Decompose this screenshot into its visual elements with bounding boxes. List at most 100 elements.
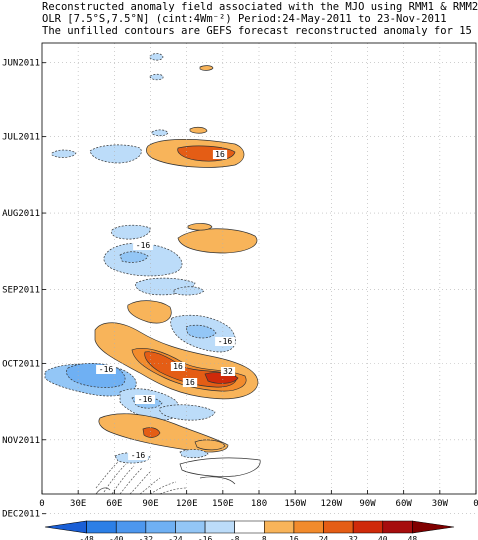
colorbar-swatch — [264, 520, 295, 534]
x-tick-label: 150E — [212, 499, 234, 509]
y-axis: JUN2011 JUL2011 AUG2011 SEP2011 OCT2011 NOV20… — [2, 59, 46, 520]
svg-text:16: 16 — [215, 150, 225, 159]
forecast-contour — [129, 471, 151, 495]
x-tick-label: 30E — [70, 499, 86, 509]
svg-text:-16: -16 — [218, 337, 233, 346]
colorbar-tick-label: -32 — [139, 535, 154, 540]
svg-text:-16: -16 — [99, 365, 114, 374]
forecast-contour — [119, 467, 143, 495]
positive-anomaly-region — [194, 439, 226, 451]
colorbar-tick-label: 32 — [348, 535, 358, 540]
y-tick-label: SEP2011 — [2, 285, 40, 295]
x-tick-label: 180 — [251, 499, 267, 509]
forecast-contours — [95, 457, 261, 495]
colorbar-swatch — [293, 520, 324, 534]
colorbar-swatch — [44, 520, 87, 534]
negative-anomaly-region — [149, 53, 164, 61]
colorbar-tick-label: 16 — [289, 535, 299, 540]
colorbar-swatch — [382, 520, 413, 534]
colorbar-tick-label: -48 — [79, 535, 94, 540]
svg-text:16: 16 — [173, 362, 183, 371]
y-tick-label: JUN2011 — [2, 59, 40, 69]
colorbar-swatch — [175, 520, 206, 534]
colorbar-swatch — [145, 520, 176, 534]
x-tick-label: 30W — [432, 499, 449, 509]
colorbar-tick-label: 8 — [262, 535, 267, 540]
contour-label: -16 — [133, 241, 153, 250]
forecast-contour — [159, 487, 187, 495]
contour-label: -16 — [96, 365, 116, 374]
x-tick-label: 90E — [142, 499, 158, 509]
x-axis: 0 30E 60E 90E 120E 150E 180 150W 120W 90W 60W 30W 0 — [39, 490, 478, 509]
colorbar-swatch — [352, 520, 384, 534]
positive-anomaly-region — [189, 126, 208, 134]
contour-label: 16 — [212, 150, 228, 159]
forecast-contour — [139, 477, 161, 495]
x-tick-label: 0 — [39, 499, 44, 509]
x-tick-label: 120W — [320, 499, 342, 509]
contour-label: 16 — [182, 378, 198, 387]
colorbar-swatch — [204, 520, 235, 534]
svg-text:32: 32 — [223, 367, 233, 376]
positive-anomaly-region — [177, 228, 258, 254]
negative-anomaly-region — [51, 149, 77, 158]
negative-anomaly-region — [89, 144, 142, 164]
forecast-contour — [95, 487, 111, 495]
colorbar-swatch — [323, 520, 354, 534]
x-tick-label: 120E — [176, 499, 198, 509]
anomaly-field — [44, 53, 261, 495]
x-tick-label: 60E — [106, 499, 122, 509]
colorbar-swatch — [234, 520, 265, 534]
negative-anomaly-region — [151, 129, 169, 137]
y-tick-label: DEC2011 — [2, 510, 40, 520]
colorbar-tick-label: 48 — [408, 535, 418, 540]
colorbar-swatch — [115, 520, 147, 534]
y-tick-label: AUG2011 — [2, 209, 40, 219]
forecast-contour — [179, 457, 261, 477]
negative-anomaly-region — [111, 224, 151, 240]
forecast-contour — [95, 461, 119, 489]
contour-label: 32 — [220, 367, 236, 376]
positive-anomaly-region — [187, 223, 213, 231]
chart-title: Reconstructed anomaly field associated w… — [42, 1, 478, 37]
positive-anomaly-region — [127, 300, 172, 324]
x-tick-label: 150W — [284, 499, 306, 509]
colorbar-tick-label: -16 — [198, 535, 213, 540]
x-tick-label: 60W — [396, 499, 413, 509]
y-tick-label: JUL2011 — [2, 133, 40, 143]
svg-text:16: 16 — [185, 378, 195, 387]
contour-label: -16 — [135, 395, 155, 404]
colorbar-tick-label: -24 — [168, 535, 183, 540]
title-line-1: Reconstructed anomaly field associated w… — [42, 1, 478, 13]
negative-anomaly-region — [149, 73, 164, 81]
grid — [42, 43, 476, 515]
contour-label: 16 — [170, 362, 186, 371]
forecast-contour — [111, 465, 135, 495]
svg-text:-16: -16 — [138, 395, 153, 404]
svg-text:-16: -16 — [131, 451, 146, 460]
negative-anomaly-region — [159, 404, 216, 421]
contour-label: -16 — [215, 337, 235, 346]
positive-anomaly-region — [199, 65, 214, 71]
svg-text:-16: -16 — [136, 241, 151, 250]
colorbar: -48 -40 -32 -24 -16 -8 8 16 24 32 40 48 — [44, 520, 455, 540]
strong-positive-anomaly-region — [142, 427, 161, 438]
y-tick-label: NOV2011 — [2, 436, 40, 446]
x-tick-label: 90W — [359, 499, 376, 509]
title-line-2: OLR [7.5°S,7.5°N] (cint:4Wm⁻²) Period:24… — [42, 13, 447, 25]
colorbar-swatch — [412, 520, 455, 534]
colorbar-swatch — [86, 520, 117, 534]
title-line-3: The unfilled contours are GEFS forecast … — [42, 25, 478, 37]
x-tick-label: 0 — [473, 499, 478, 509]
y-tick-label: OCT2011 — [2, 359, 40, 369]
negative-anomaly-region — [179, 449, 209, 459]
colorbar-tick-label: 40 — [378, 535, 388, 540]
forecast-contour — [103, 463, 127, 493]
colorbar-tick-label: -40 — [109, 535, 124, 540]
mid-negative-anomaly-region — [119, 251, 149, 263]
forecast-contour — [199, 476, 236, 485]
colorbar-tick-label: 24 — [319, 535, 329, 540]
negative-anomaly-region — [173, 286, 205, 296]
